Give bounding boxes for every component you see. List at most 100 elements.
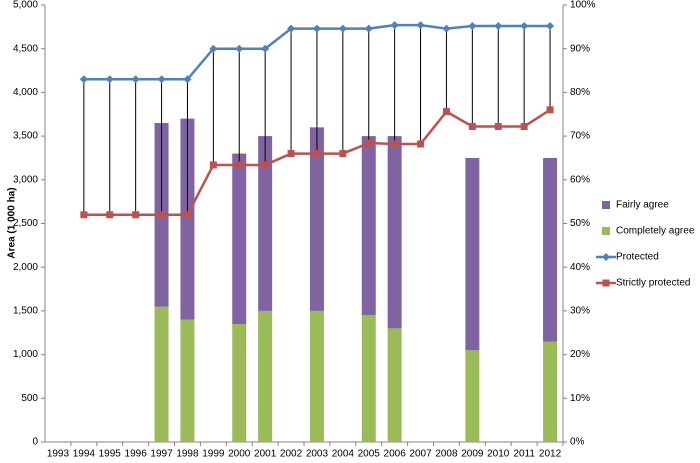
x-tick-label: 1995 xyxy=(99,449,122,458)
bar xyxy=(232,324,247,442)
x-tick-label: 2005 xyxy=(358,449,381,458)
bar xyxy=(543,157,558,342)
marker xyxy=(391,140,399,148)
legend-swatch xyxy=(602,227,610,235)
y-tick-label: 3,000 xyxy=(13,174,38,185)
bar xyxy=(465,350,480,442)
marker xyxy=(106,211,114,219)
y-tick-label: 4,500 xyxy=(13,43,38,54)
x-tick-label: 2009 xyxy=(461,449,484,458)
x-tick-label: 2004 xyxy=(332,449,355,458)
y-tick-label: 2,000 xyxy=(13,262,38,273)
marker xyxy=(287,24,296,33)
bar xyxy=(361,136,376,316)
marker xyxy=(158,211,166,219)
marker xyxy=(209,44,218,53)
marker xyxy=(313,150,321,158)
y-tick-label: 0 xyxy=(32,437,38,448)
x-tick-label: 1993 xyxy=(47,449,70,458)
marker xyxy=(468,21,477,30)
marker xyxy=(79,75,88,84)
bar xyxy=(543,341,558,442)
y2-tick-label: 30% xyxy=(570,306,590,317)
marker xyxy=(132,211,140,219)
legend-swatch xyxy=(602,201,610,209)
marker xyxy=(80,211,88,219)
x-tick-label: 2010 xyxy=(487,449,510,458)
marker xyxy=(416,21,425,30)
y-tick-label: 4,000 xyxy=(13,87,38,98)
x-tick-label: 1997 xyxy=(150,449,173,458)
bar xyxy=(180,319,195,442)
bar xyxy=(180,118,195,320)
bar xyxy=(258,310,273,442)
marker xyxy=(209,161,217,169)
marker xyxy=(183,75,192,84)
x-tick-label: 2012 xyxy=(539,449,562,458)
bar xyxy=(361,315,376,442)
legend-label: Fairly agree xyxy=(616,200,669,211)
legend-marker xyxy=(602,279,610,287)
x-tick-label: 1996 xyxy=(125,449,148,458)
y2-tick-label: 20% xyxy=(570,349,590,360)
marker xyxy=(468,122,476,130)
y-tick-label: 500 xyxy=(21,393,38,404)
marker xyxy=(364,24,373,33)
marker xyxy=(261,161,269,169)
y2-tick-label: 10% xyxy=(570,393,590,404)
marker xyxy=(520,21,529,30)
y2-tick-label: 70% xyxy=(570,131,590,142)
marker xyxy=(183,211,191,219)
marker xyxy=(390,21,399,30)
y2-tick-label: 50% xyxy=(570,218,590,229)
marker xyxy=(312,24,321,33)
x-tick-label: 2007 xyxy=(409,449,432,458)
legend-label: Completely agree xyxy=(616,226,695,237)
x-tick-label: 2006 xyxy=(384,449,407,458)
marker xyxy=(546,106,554,114)
y-tick-label: 1,000 xyxy=(13,349,38,360)
marker xyxy=(546,21,555,30)
marker xyxy=(157,75,166,84)
marker xyxy=(235,161,243,169)
marker xyxy=(338,24,347,33)
legend-marker xyxy=(602,253,610,261)
bar xyxy=(309,310,324,442)
marker xyxy=(105,75,114,84)
x-tick-label: 1999 xyxy=(202,449,225,458)
y-tick-label: 2,500 xyxy=(13,218,38,229)
x-tick-label: 2003 xyxy=(306,449,329,458)
marker xyxy=(339,150,347,158)
x-tick-label: 1998 xyxy=(176,449,199,458)
y-tick-label: 3,500 xyxy=(13,131,38,142)
x-tick-label: 2001 xyxy=(254,449,277,458)
y-axis-title: Area (1 000 ha) xyxy=(7,187,18,258)
marker xyxy=(417,140,425,148)
bar xyxy=(465,157,480,351)
marker xyxy=(442,24,451,33)
x-tick-label: 2008 xyxy=(435,449,458,458)
x-tick-label: 2002 xyxy=(280,449,303,458)
y2-tick-label: 80% xyxy=(570,87,590,98)
bar xyxy=(154,306,169,442)
legend-label: Strictly protected xyxy=(616,278,690,289)
y-tick-label: 5,000 xyxy=(13,0,38,11)
x-tick-label: 1994 xyxy=(73,449,96,458)
bar xyxy=(387,328,402,442)
bar xyxy=(387,136,402,329)
x-tick-label: 2011 xyxy=(513,449,535,458)
marker xyxy=(365,139,373,147)
bar xyxy=(309,127,324,311)
marker xyxy=(131,75,140,84)
y2-tick-label: 40% xyxy=(570,262,590,273)
y-tick-label: 1,500 xyxy=(13,306,38,317)
marker xyxy=(520,122,528,130)
y2-tick-label: 60% xyxy=(570,174,590,185)
marker xyxy=(494,122,502,130)
legend-label: Protected xyxy=(616,252,659,263)
y2-tick-label: 100% xyxy=(570,0,596,11)
marker xyxy=(287,150,295,158)
marker xyxy=(261,44,270,53)
y2-tick-label: 90% xyxy=(570,43,590,54)
